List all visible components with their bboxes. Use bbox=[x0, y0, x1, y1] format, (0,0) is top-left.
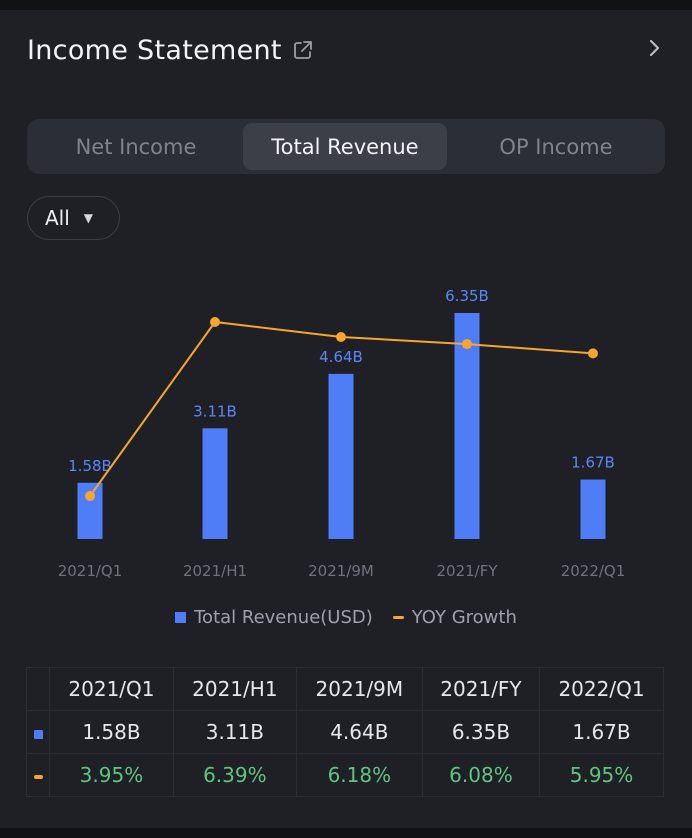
x-tick-label: 2022/Q1 bbox=[561, 562, 626, 580]
table-header: 2022/Q1 bbox=[539, 667, 664, 711]
page-title: Income Statement bbox=[27, 34, 282, 66]
header: Income Statement bbox=[27, 28, 314, 72]
table-cell: 6.08% bbox=[421, 753, 541, 797]
table-header: 2021/FY bbox=[421, 667, 541, 711]
x-tick-label: 2021/FY bbox=[436, 562, 498, 580]
external-link-icon[interactable] bbox=[292, 39, 314, 61]
metric-segmented-control: Net Income Total Revenue OP Income bbox=[27, 119, 665, 174]
chart-legend: Total Revenue(USD) YOY Growth bbox=[0, 607, 692, 628]
table-row-revenue: 1.58B 3.11B 4.64B 6.35B 1.67B bbox=[26, 710, 664, 754]
legend-label-growth: YOY Growth bbox=[411, 607, 517, 628]
period-filter-dropdown[interactable]: All ▼ bbox=[27, 196, 120, 240]
table-header: 2021/Q1 bbox=[49, 667, 174, 711]
growth-point bbox=[462, 339, 472, 350]
period-filter-value: All bbox=[45, 206, 70, 230]
bar bbox=[454, 313, 480, 539]
x-tick-label: 2021/Q1 bbox=[58, 562, 123, 580]
bar bbox=[202, 428, 228, 539]
legend-swatch-growth bbox=[392, 616, 404, 619]
legend-swatch-revenue bbox=[175, 612, 187, 623]
bar-data-label: 3.11B bbox=[193, 402, 237, 420]
revenue-key-icon bbox=[26, 710, 50, 754]
bar bbox=[328, 373, 354, 539]
table-cell: 3.11B bbox=[172, 710, 297, 754]
legend-item-revenue[interactable]: Total Revenue(USD) bbox=[175, 607, 373, 628]
table-corner bbox=[26, 667, 50, 711]
growth-point bbox=[588, 348, 598, 359]
table-cell: 6.18% bbox=[295, 753, 423, 797]
bar-data-label: 6.35B bbox=[445, 287, 489, 305]
table-cell: 1.58B bbox=[49, 710, 174, 754]
bar bbox=[580, 479, 606, 539]
growth-point bbox=[210, 317, 220, 327]
table-header: 2021/9M bbox=[295, 667, 423, 711]
table-row-growth: 3.95% 6.39% 6.18% 6.08% 5.95% bbox=[26, 753, 664, 797]
growth-point bbox=[85, 491, 95, 501]
data-table: 2021/Q1 2021/H1 2021/9M 2021/FY 2022/Q1 … bbox=[26, 667, 664, 797]
caret-down-icon: ▼ bbox=[83, 211, 94, 225]
tab-total-revenue[interactable]: Total Revenue bbox=[243, 123, 447, 170]
bar-data-label: 1.58B bbox=[68, 457, 112, 475]
top-strip bbox=[0, 0, 692, 10]
table-cell: 6.35B bbox=[421, 710, 541, 754]
tab-op-income[interactable]: OP Income bbox=[499, 134, 613, 159]
tab-net-income[interactable]: Net Income bbox=[75, 134, 197, 159]
growth-point bbox=[336, 331, 346, 342]
bar-data-label: 1.67B bbox=[571, 454, 615, 472]
table-header: 2021/H1 bbox=[172, 667, 297, 711]
table-cell: 3.95% bbox=[49, 753, 174, 797]
growth-key-icon bbox=[26, 753, 50, 797]
legend-label-revenue: Total Revenue(USD) bbox=[194, 607, 373, 628]
table-cell: 5.95% bbox=[539, 753, 664, 797]
x-tick-label: 2021/9M bbox=[308, 562, 374, 580]
table-cell: 1.67B bbox=[539, 710, 664, 754]
revenue-chart: 1.58B 3.11B 4.64B 6.35B 1.67B 2021/Q1 2021/H1… bbox=[58, 287, 626, 580]
x-tick-label: 2021/H1 bbox=[183, 562, 247, 580]
bottom-strip bbox=[0, 828, 692, 838]
table-cell: 6.39% bbox=[172, 753, 297, 797]
table-cell: 4.64B bbox=[295, 710, 423, 754]
table-header-row: 2021/Q1 2021/H1 2021/9M 2021/FY 2022/Q1 bbox=[26, 667, 664, 711]
legend-item-growth[interactable]: YOY Growth bbox=[392, 607, 517, 628]
chevron-right-icon[interactable] bbox=[646, 36, 664, 60]
bar-data-label: 4.64B bbox=[319, 348, 363, 366]
